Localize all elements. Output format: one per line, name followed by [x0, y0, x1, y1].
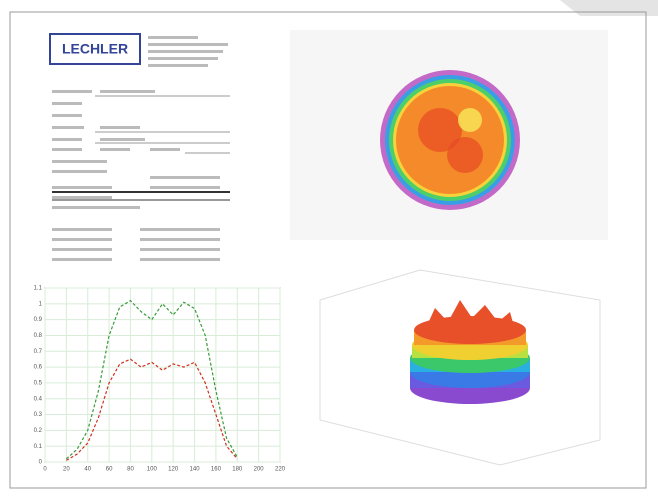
x-tick-label: 220	[275, 467, 286, 473]
x-tick-label: 140	[190, 467, 201, 473]
line-chart: 0 0.1 0.2 0.3 0.4 0.5 0.6 0.7 0.8 0.9 1 1.1 0 20 40 60 8…	[34, 286, 286, 473]
series-line	[65, 299, 238, 460]
y-tick-label: 1	[39, 301, 43, 307]
frame	[9, 11, 647, 489]
x-tick-label: 120	[168, 467, 179, 473]
x-tick-label: 100	[147, 467, 158, 473]
logo: LECHLER	[62, 41, 128, 57]
y-tick-label: 0.8	[34, 333, 43, 339]
x-tick-label: 80	[127, 467, 134, 473]
y-tick-label: 0.9	[34, 317, 43, 323]
series-line	[66, 358, 238, 461]
y-tick-label: 0	[39, 460, 43, 466]
x-tick-label: 40	[84, 467, 91, 473]
y-tick-label: 0.3	[34, 412, 43, 418]
y-tick-label: 0.1	[34, 444, 43, 450]
x-tick-label: 180	[232, 467, 243, 473]
y-tick-label: 1.1	[34, 286, 43, 292]
logo-box	[49, 33, 141, 65]
document-rules	[52, 95, 230, 201]
y-tick-label: 0.2	[34, 428, 43, 434]
heatmap-beam	[380, 70, 520, 210]
y-tick-label: 0.7	[34, 349, 43, 355]
y-tick-label: 0.5	[34, 380, 43, 386]
x-tick-label: 20	[63, 467, 70, 473]
x-tick-label: 60	[106, 467, 113, 473]
x-tick-label: 0	[43, 467, 47, 473]
x-tick-label: 160	[211, 467, 222, 473]
y-tick-label: 0.4	[34, 396, 43, 402]
x-tick-label: 200	[254, 467, 265, 473]
surface-plot	[319, 269, 601, 466]
plot-area	[44, 287, 281, 463]
document-text	[52, 36, 228, 261]
y-tick-label: 0.6	[34, 365, 43, 371]
